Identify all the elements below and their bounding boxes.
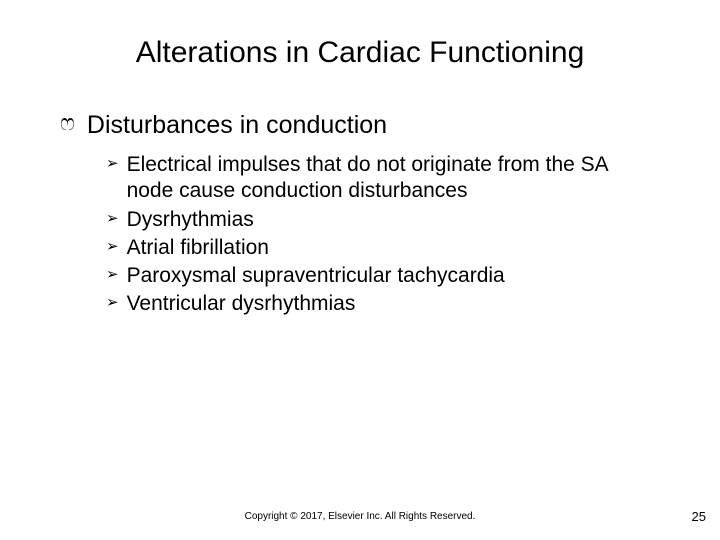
triangle-bullet-icon: ➢ — [106, 235, 119, 259]
copyright-footer: Copyright © 2017, Elsevier Inc. All Righ… — [0, 511, 720, 522]
triangle-bullet-icon: ➢ — [106, 263, 119, 287]
body-content: ෆ Disturbances in conduction ➢ Electrica… — [60, 110, 660, 318]
triangle-bullet-icon: ➢ — [106, 207, 119, 231]
list-item-text: Ventricular dysrhythmias — [127, 291, 356, 317]
slide-container: Alterations in Cardiac Functioning ෆ Dis… — [0, 0, 720, 540]
triangle-bullet-icon: ➢ — [106, 291, 119, 315]
triangle-bullet-icon: ➢ — [106, 152, 119, 176]
list-item: ➢ Atrial fibrillation — [106, 235, 660, 261]
list-item: ➢ Dysrhythmias — [106, 207, 660, 233]
bullet-level1-icon: ෆ — [60, 110, 75, 136]
list-item: ➢ Ventricular dysrhythmias — [106, 291, 660, 317]
list-item-text: Atrial fibrillation — [127, 235, 269, 261]
main-bullet: ෆ Disturbances in conduction — [60, 110, 660, 140]
main-heading-text: Disturbances in conduction — [87, 110, 387, 140]
list-item-text: Dysrhythmias — [127, 207, 254, 233]
list-item-text: Paroxysmal supraventricular tachycardia — [127, 263, 505, 289]
slide-title: Alterations in Cardiac Functioning — [60, 36, 660, 70]
page-number: 25 — [692, 509, 706, 524]
sub-bullet-list: ➢ Electrical impulses that do not origin… — [60, 152, 660, 318]
list-item: ➢ Electrical impulses that do not origin… — [106, 152, 660, 205]
list-item: ➢ Paroxysmal supraventricular tachycardi… — [106, 263, 660, 289]
list-item-text: Electrical impulses that do not originat… — [127, 152, 660, 205]
